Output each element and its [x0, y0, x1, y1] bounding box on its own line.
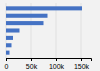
- bar: [6, 36, 13, 40]
- x-tick-label: 0: [5, 63, 9, 70]
- x-tick: 0: [5, 58, 9, 70]
- x-tick: 100k: [49, 58, 65, 70]
- x-tick-label: 100k: [49, 63, 65, 70]
- x-tick: 150k: [74, 58, 90, 70]
- bar: [6, 51, 10, 55]
- x-tick-label: 150k: [74, 63, 90, 70]
- bar: [6, 6, 82, 10]
- x-tick-label: 50k: [26, 63, 38, 70]
- x-tick-mark: [31, 58, 32, 61]
- x-tick-mark: [56, 58, 57, 61]
- grid-line: [56, 3, 57, 58]
- grid: [6, 3, 81, 58]
- bar: [6, 28, 20, 32]
- plot: 0 50k 100k 150k: [5, 3, 92, 70]
- bar: [6, 14, 48, 18]
- grid-line: [31, 3, 32, 58]
- bar: [6, 21, 44, 25]
- bar: [6, 43, 12, 47]
- x-tick-mark: [81, 58, 82, 61]
- grid-line: [81, 3, 82, 58]
- chart: 0 50k 100k 150k: [0, 0, 100, 71]
- bars: [6, 6, 82, 54]
- x-tick: 50k: [26, 58, 38, 70]
- x-axis: 0 50k 100k 150k: [5, 58, 92, 70]
- x-tick-mark: [6, 58, 7, 61]
- x-axis-line: [7, 59, 92, 62]
